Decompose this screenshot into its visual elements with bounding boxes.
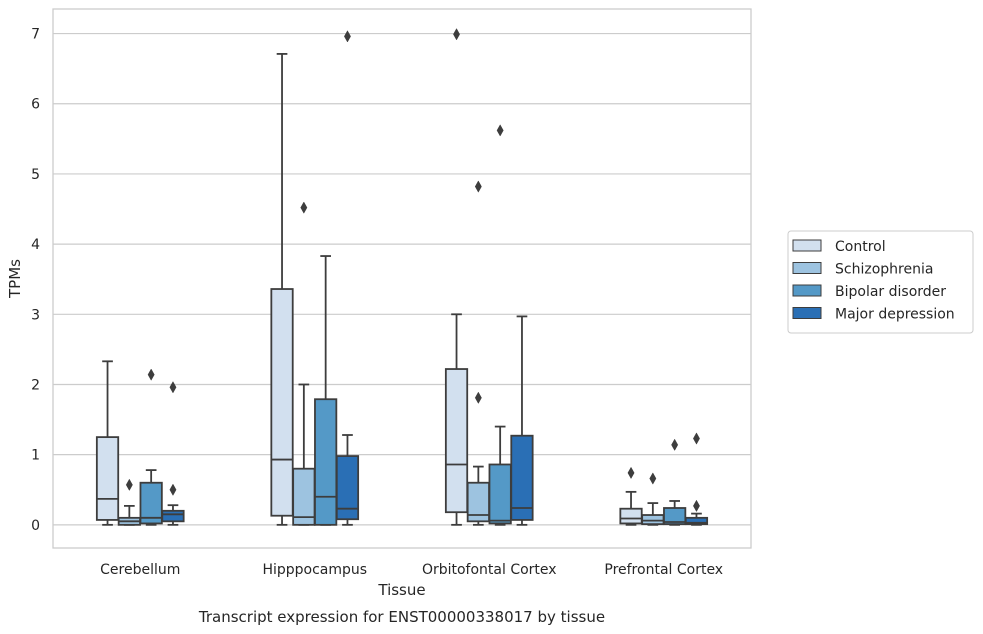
box-control xyxy=(444,28,469,526)
box-iqr xyxy=(510,434,534,521)
box-major-depression xyxy=(335,30,360,526)
box-iqr xyxy=(139,481,163,525)
x-axis-ticks: Cerebellum Hipppocampus Orbitofontal Corte… xyxy=(100,562,723,578)
y-tick-label: 6 xyxy=(31,97,40,113)
box-iqr xyxy=(619,507,643,525)
outlier-point xyxy=(671,438,679,451)
y-tick-label: 4 xyxy=(31,237,40,253)
outlier-point xyxy=(496,124,504,137)
box-iqr xyxy=(270,288,294,517)
legend-swatch xyxy=(792,307,822,319)
y-tick-label: 1 xyxy=(31,448,40,464)
outlier-point xyxy=(300,201,308,214)
outlier-point xyxy=(344,30,351,43)
box-bipolar-disorder xyxy=(488,124,512,526)
outlier-point xyxy=(693,432,700,445)
outlier-point xyxy=(169,381,177,394)
outlier-point xyxy=(147,368,155,381)
outlier-point xyxy=(125,478,133,491)
box-bipolar-disorder xyxy=(139,368,163,526)
legend-swatch xyxy=(792,239,822,252)
x-tick-label: Orbitofontal Cortex xyxy=(422,562,557,578)
box-control xyxy=(95,360,120,526)
outlier-point xyxy=(453,28,460,41)
box-series xyxy=(95,28,709,526)
box-iqr xyxy=(95,436,120,521)
x-tick-label: Prefrontal Cortex xyxy=(604,562,723,578)
x-tick-label: Cerebellum xyxy=(100,562,180,578)
box-iqr xyxy=(335,455,360,521)
x-axis-label: Tissue xyxy=(377,581,425,599)
outlier-point xyxy=(649,472,657,485)
y-tick-label: 7 xyxy=(31,27,40,43)
legend-frame xyxy=(787,230,974,334)
box-iqr xyxy=(314,398,338,526)
box-iqr xyxy=(161,509,185,523)
y-tick-label: 0 xyxy=(31,518,40,534)
outlier-point xyxy=(474,180,482,193)
y-axis-ticks: 0 1 2 3 4 5 6 7 xyxy=(31,27,40,534)
box-schizophrenia xyxy=(292,201,316,526)
legend-label: Major depression xyxy=(835,307,955,323)
box-bipolar-disorder xyxy=(663,438,687,526)
y-tick-label: 3 xyxy=(31,307,40,323)
legend-swatch xyxy=(792,284,822,297)
chart-caption: Transcript expression for ENST0000033801… xyxy=(198,608,605,626)
box-iqr xyxy=(684,516,709,526)
box-control xyxy=(619,466,643,526)
x-tick-label: Hipppocampus xyxy=(262,562,367,578)
gridlines xyxy=(53,32,751,526)
y-tick-label: 2 xyxy=(31,377,40,393)
plot-frame xyxy=(52,8,752,549)
box-schizophrenia xyxy=(641,472,665,526)
outlier-point xyxy=(474,391,482,404)
outlier-point xyxy=(693,499,700,513)
y-axis-label: TPMs xyxy=(6,259,24,299)
outlier-point xyxy=(169,483,177,496)
legend-swatch xyxy=(792,262,822,274)
box-schizophrenia xyxy=(466,180,490,526)
legend: Control Schizophrenia Bipolar disorder Majo… xyxy=(787,230,974,334)
box-major-depression xyxy=(161,381,185,526)
legend-label: Bipolar disorder xyxy=(835,284,946,300)
box-iqr xyxy=(444,368,469,514)
box-iqr xyxy=(663,507,687,526)
box-iqr xyxy=(641,514,665,526)
box-control xyxy=(270,53,294,526)
box-major-depression xyxy=(684,432,709,526)
outlier-point xyxy=(627,466,635,480)
y-tick-label: 5 xyxy=(31,167,40,183)
legend-label: Schizophrenia xyxy=(835,262,933,278)
box-schizophrenia xyxy=(117,478,141,526)
legend-label: Control xyxy=(835,239,886,255)
box-bipolar-disorder xyxy=(314,255,338,526)
box-major-depression xyxy=(510,315,534,526)
box-iqr xyxy=(488,463,512,525)
